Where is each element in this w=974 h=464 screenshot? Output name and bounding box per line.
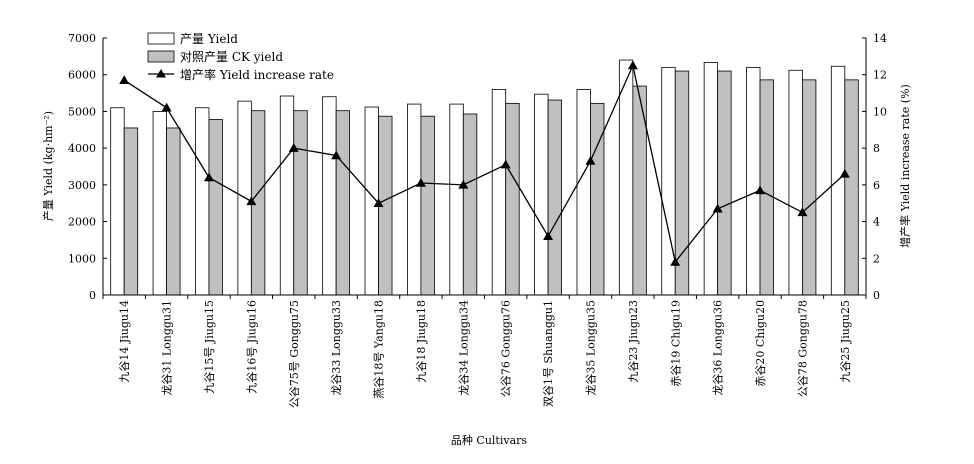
increase-rate-point [543,231,554,241]
ck-yield-bar [208,119,223,296]
increase-rate-point [500,159,511,169]
increase-rate-point [627,60,638,70]
category-label: 龙谷33 Longgu33 [330,300,343,396]
y-tick-label: 6000 [68,69,96,82]
y-tick-label: 0 [89,289,96,302]
increase-rate-point [415,178,426,187]
ck-yield-bar [505,102,520,296]
y2-tick-label: 0 [873,289,880,302]
y2-tick-label: 10 [873,105,887,118]
category-label: 公谷75号 Gonggu75 [288,300,301,408]
category-label: 赤谷19 Chigu19 [669,300,682,387]
y-tick-label: 4000 [68,142,96,155]
y-tick-label: 7000 [68,32,96,45]
ck-yield-bar [759,79,774,296]
category-label: 赤谷20 Chigu20 [754,300,767,387]
yield-bar [746,66,761,296]
yield-bar [788,69,803,296]
increase-rate-point [585,155,596,165]
ck-yield-bar [420,115,435,296]
yield-bar [152,111,167,296]
yield-bar [279,95,295,296]
ck-yield-bar [335,110,351,296]
category-label: 九谷15号 Jiugu15 [203,300,216,394]
increase-rate-point [712,203,723,213]
ck-yield-bar [293,110,308,296]
category-label: 九谷14 Jiugu14 [118,300,131,383]
legend-yield-swatch [147,32,175,45]
category-label: 龙谷31 Longgu31 [161,300,174,396]
ck-yield-bar [166,127,181,296]
ck-yield-bar [590,102,605,296]
yield-bar [703,62,719,296]
increase-rate-point [246,196,257,206]
increase-rate-point [161,102,172,112]
increase-rate-point [839,168,850,178]
increase-rate-point [458,179,469,189]
bars-layer [110,59,859,296]
category-label: 九谷23 Jiugu23 [627,300,640,383]
increase-rate-point [288,143,299,152]
category-label: 公谷78 Gonggu78 [796,300,809,397]
y2-tick-label: 12 [873,69,887,82]
category-label: 龙谷36 Longgu36 [712,300,725,396]
legend-ck-swatch [147,50,175,63]
y2-tick-label: 14 [873,32,887,45]
ck-yield-bar [717,70,732,296]
y-tick-label: 1000 [68,252,96,265]
category-label: 龙谷34 Longgu34 [457,300,470,396]
y2-tick-label: 8 [873,142,880,155]
y-tick-label: 3000 [68,179,96,192]
legend: 产量 Yield 对照产量 CK yield 增产率 Yield increase … [147,32,334,82]
y2-tick-label: 2 [873,252,880,265]
yield-bar [449,103,464,296]
ck-yield-bar [802,79,817,296]
y-tick-label: 5000 [68,105,96,118]
ck-yield-bar [547,99,562,296]
line-layer [119,60,850,266]
increase-rate-point [373,198,384,207]
yield-bar [407,103,422,296]
category-label: 双谷1号 Shuanggu1 [542,300,555,407]
x-axis-title: 品种 Cultivars [451,433,527,447]
category-label: 九谷18 Jiugu18 [415,300,428,383]
y2-tick-label: 4 [873,216,880,229]
yield-bar [491,89,507,296]
category-label: 公谷76 Gonggu76 [500,300,513,397]
yield-bar [195,107,210,296]
increase-rate-point [755,185,766,195]
increase-rate-point [119,75,130,84]
increase-rate-point [203,172,214,182]
y-tick-label: 2000 [68,216,96,229]
ck-yield-bar [844,79,859,296]
y-axis-title: 产量 Yield (kg·hm⁻²) [41,111,55,221]
yield-bar [576,89,591,296]
category-label: 九谷16号 Jiugu16 [245,300,258,394]
increase-rate-line [123,63,846,264]
legend-rate-marker [156,69,166,78]
yield-bar [618,59,634,296]
ck-yield-bar [123,127,139,296]
increase-rate-point [670,256,681,266]
legend-rate-label: 增产率 Yield increase rate [180,67,334,82]
y2-axis-title: 增产率 Yield increase rate (%) [898,84,912,248]
yield-bar [322,96,337,296]
category-label: 九谷25 Jiugu25 [839,300,852,383]
axes-layer [102,37,867,299]
increase-rate-point [331,150,342,160]
category-label: 燕谷18号 Yangu18 [373,300,386,399]
legend-ck-label: 对照产量 CK yield [180,50,283,64]
increase-rate-point [797,207,808,217]
ck-yield-bar [462,113,478,296]
legend-yield-label: 产量 Yield [180,32,238,46]
category-label: 龙谷35 Longgu35 [584,300,597,396]
yield-bar [110,107,125,296]
yield-bar [534,93,549,296]
labels-layer: 0 1000 2000 3000 4000 5000 6000 7000 0 2 4 6 8 10 12 14… [41,32,912,447]
y2-tick-label: 6 [873,179,880,192]
